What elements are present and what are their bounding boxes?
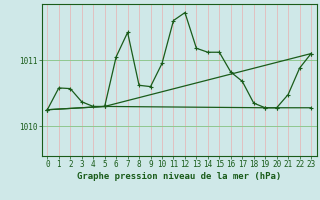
X-axis label: Graphe pression niveau de la mer (hPa): Graphe pression niveau de la mer (hPa) [77,172,281,181]
